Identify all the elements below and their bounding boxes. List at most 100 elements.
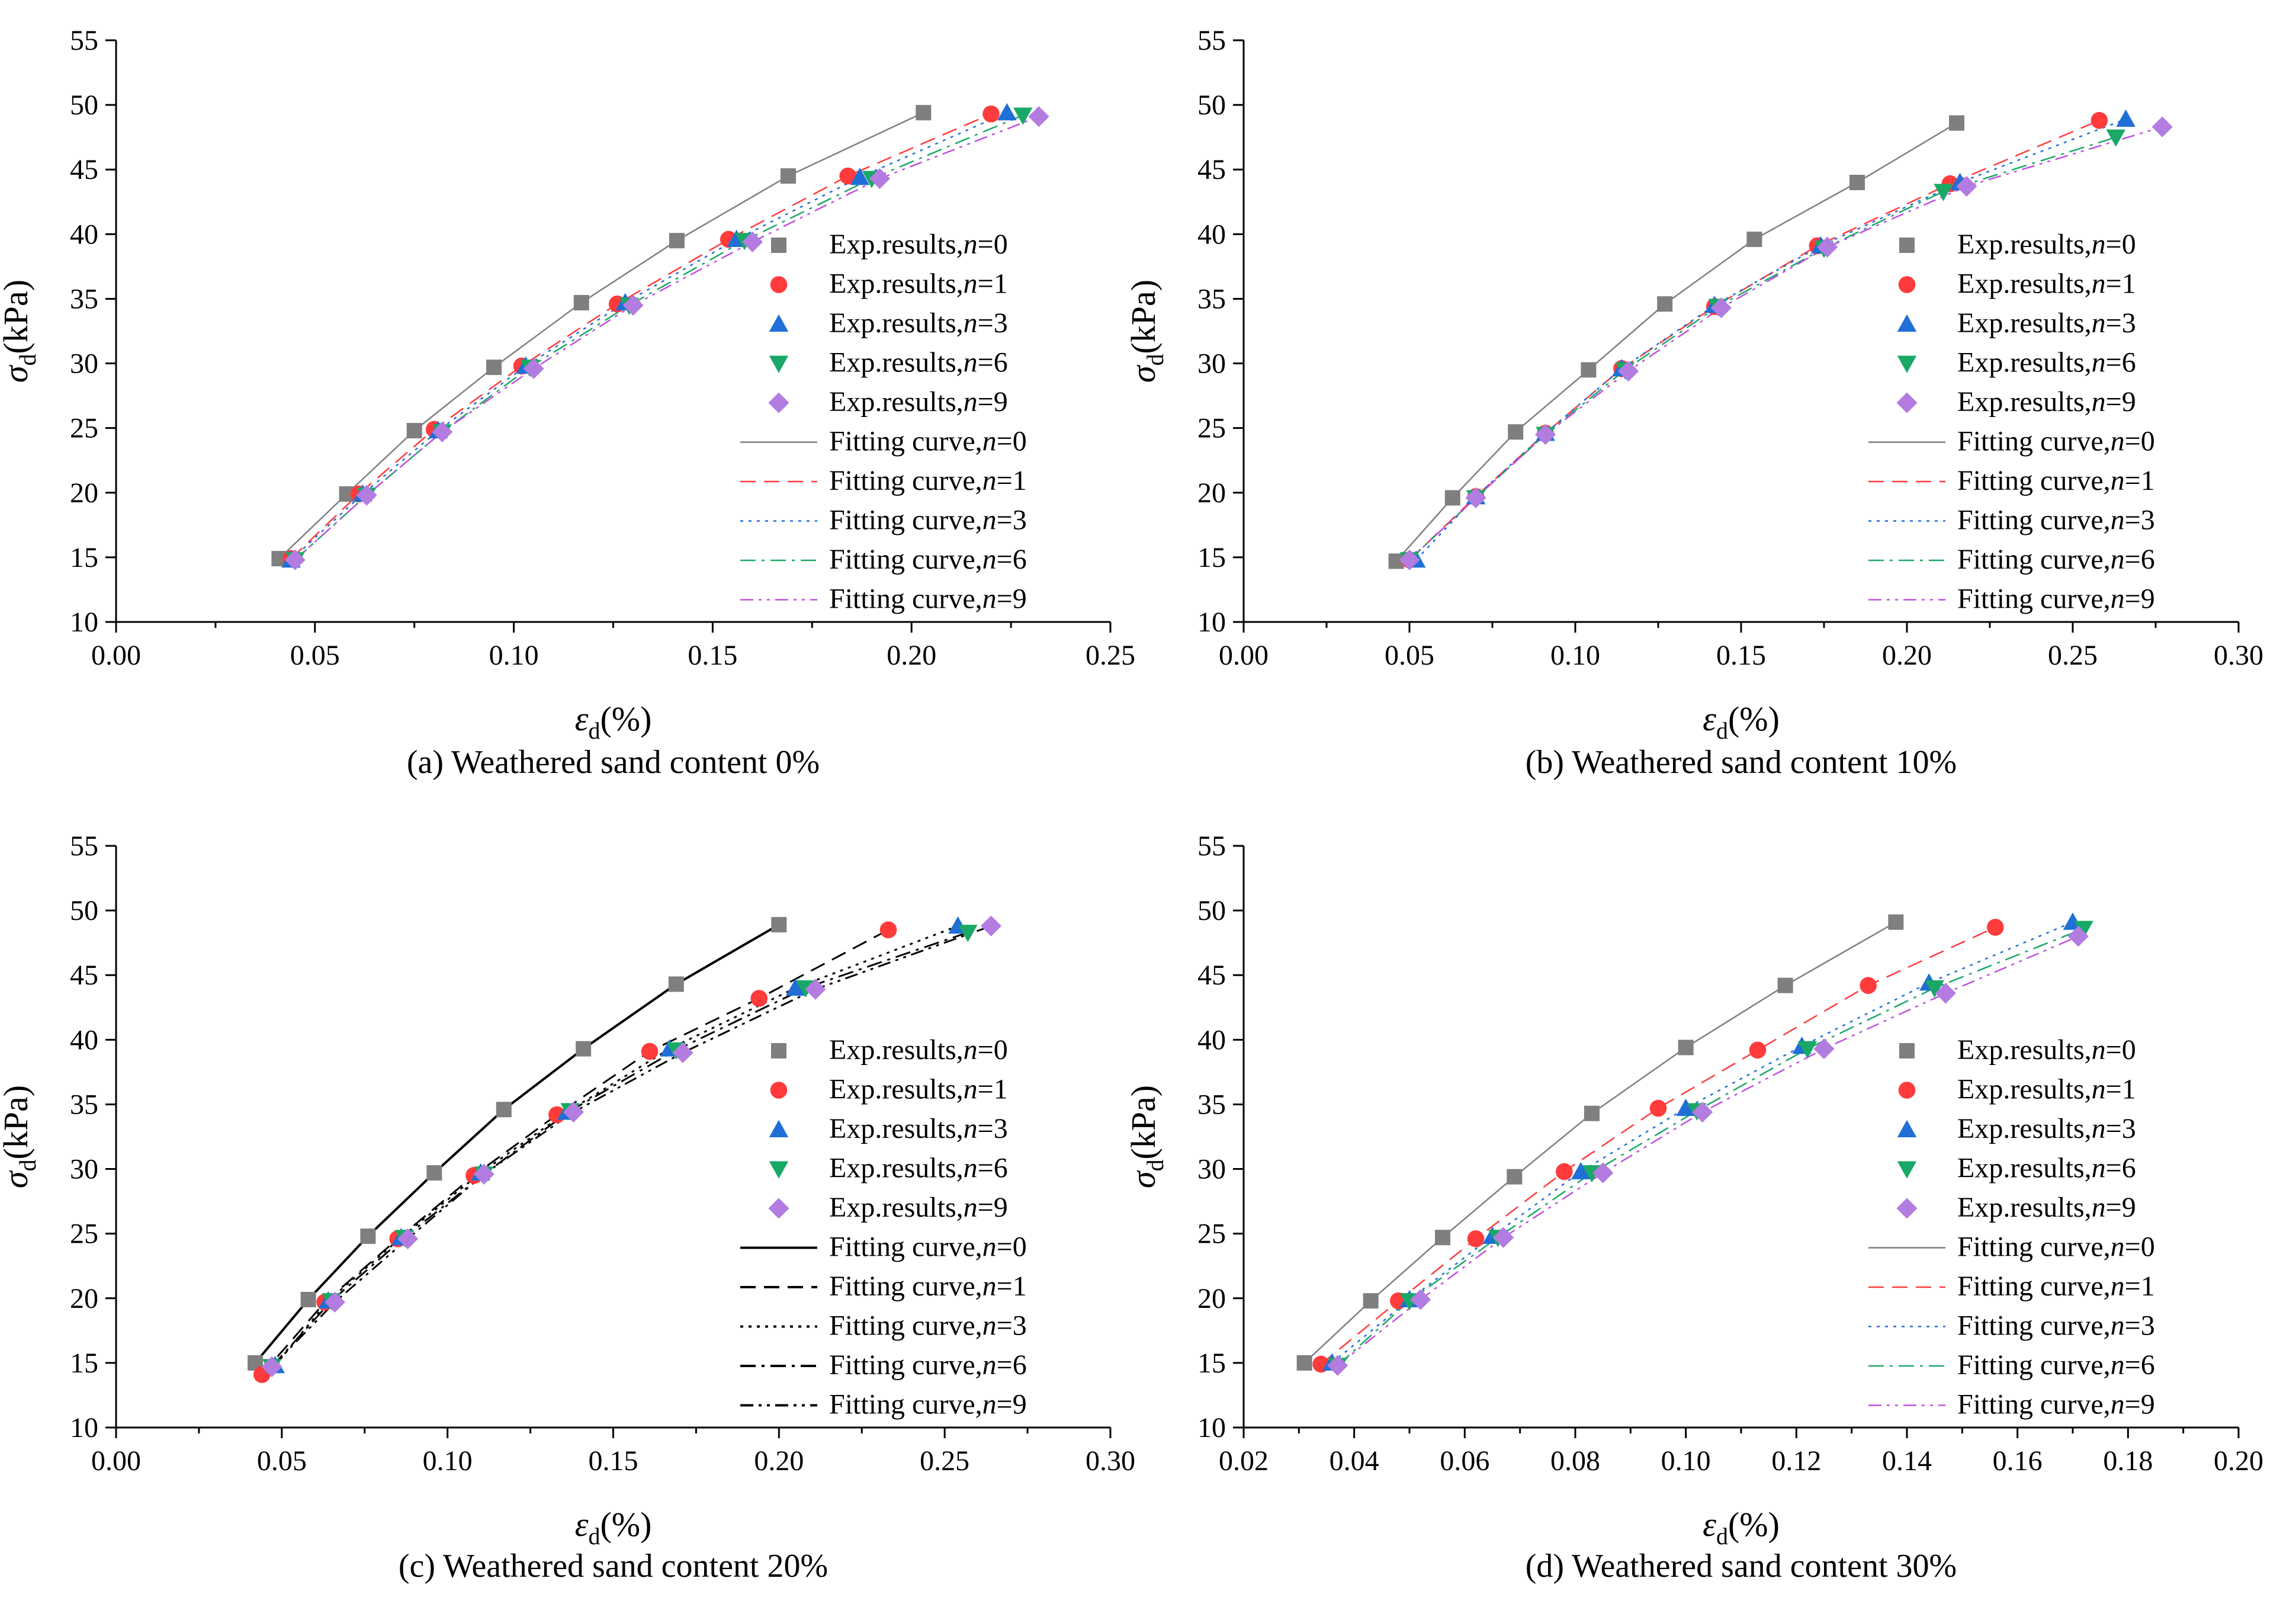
x-tick-label: 0.04	[1330, 1445, 1379, 1477]
legend-label-fit-n1: Fitting curve,n=1	[829, 465, 1027, 496]
data-point-n9	[473, 1163, 494, 1185]
y-tick-label: 30	[70, 1154, 98, 1185]
data-point-n0	[573, 294, 589, 310]
y-tick-label: 15	[70, 1348, 98, 1379]
legend-label-fit-n9: Fitting curve,n=9	[829, 583, 1027, 615]
data-point-n9	[2152, 116, 2173, 137]
legend-label-exp-n3: Exp.results,n=3	[1957, 307, 2136, 339]
y-axis-label: σd(kPa)	[0, 280, 41, 383]
legend-label-fit-n3: Fitting curve,n=3	[829, 1310, 1027, 1342]
legend-label-fit-n0: Fitting curve,n=0	[1957, 1231, 2155, 1263]
y-tick-label: 15	[1197, 1348, 1226, 1379]
data-point-n1	[2091, 111, 2108, 129]
data-point-n9	[622, 294, 644, 316]
y-tick-label: 25	[1197, 1218, 1226, 1250]
fitting-curve-n9	[1409, 126, 2163, 561]
legend-marker-n6	[1897, 355, 1917, 373]
data-point-n9	[1535, 424, 1556, 445]
data-point-n9	[397, 1228, 419, 1249]
data-point-n6	[958, 925, 978, 942]
x-tick-label: 0.18	[2103, 1445, 2153, 1477]
data-point-n9	[1592, 1162, 1614, 1183]
legend-marker-n9	[768, 1198, 789, 1219]
legend-label-fit-n6: Fitting curve,n=6	[1957, 1349, 2155, 1381]
data-point-n0	[1949, 115, 1964, 131]
x-tick-label: 0.30	[1086, 1445, 1135, 1477]
x-tick-label: 0.20	[2214, 1445, 2263, 1477]
y-tick-label: 50	[70, 895, 98, 926]
legend-label-fit-n1: Fitting curve,n=1	[1957, 465, 2155, 496]
legend-marker-n1	[770, 1082, 788, 1099]
data-point-n9	[2067, 926, 2089, 947]
x-tick-label: 0.16	[1993, 1445, 2043, 1477]
fitting-curve-n6	[1409, 136, 2117, 561]
data-point-n0	[1746, 232, 1762, 248]
legend-marker-n3	[769, 1120, 789, 1137]
data-point-n9	[1465, 487, 1486, 509]
legend-marker-n0	[771, 238, 786, 253]
data-point-n9	[432, 421, 453, 442]
data-point-n9	[356, 485, 377, 506]
data-point-n3	[1571, 1162, 1591, 1179]
data-point-n1	[1556, 1163, 1573, 1181]
legend-label-fit-n3: Fitting curve,n=3	[1957, 1310, 2155, 1342]
data-point-n9	[1956, 176, 1977, 197]
fitting-curve-n1	[1409, 120, 2100, 561]
data-point-n9	[1710, 297, 1732, 319]
data-point-n0	[1507, 1169, 1523, 1185]
y-tick-label: 50	[1197, 895, 1226, 926]
fitting-curve-n0	[278, 112, 924, 560]
legend-label-fit-n3: Fitting curve,n=3	[829, 505, 1027, 536]
legend-label-exp-n0: Exp.results,n=0	[1957, 1034, 2136, 1066]
data-point-n3	[997, 102, 1017, 121]
y-tick-label: 25	[70, 413, 98, 444]
legend-label-exp-n1: Exp.results,n=1	[1957, 268, 2136, 300]
y-tick-label: 10	[1197, 1412, 1226, 1444]
panel-caption: (d) Weathered sand content 30%	[1526, 1548, 1957, 1584]
data-point-n9	[523, 358, 544, 379]
x-tick-label: 0.00	[91, 640, 141, 671]
data-point-n0	[1581, 362, 1597, 378]
legend-label-exp-n3: Exp.results,n=3	[1957, 1113, 2136, 1144]
data-point-n0	[1888, 914, 1904, 930]
x-tick-label: 0.15	[589, 1445, 638, 1477]
fitting-curve-n0	[1395, 122, 1957, 562]
data-point-n3	[2116, 109, 2136, 127]
fitting-curve-n6	[271, 931, 968, 1368]
x-tick-label: 0.10	[489, 640, 539, 671]
legend-marker-n1	[1898, 276, 1916, 293]
chart-panel-1: 0.00 0.05 0.10 0.15 0.20 0.25 10 15 20 25 30 35 40 45…	[0, 25, 1135, 781]
fitting-curve-n0	[1303, 921, 1896, 1364]
data-point-n1	[982, 105, 1000, 123]
data-point-n9	[1813, 1038, 1835, 1060]
data-point-n9	[261, 1356, 282, 1377]
data-point-n9	[1493, 1227, 1514, 1248]
data-point-n9	[284, 549, 306, 570]
y-tick-label: 35	[1197, 1089, 1226, 1120]
data-point-n3	[850, 168, 870, 185]
x-axis-label: εd(%)	[1703, 1505, 1780, 1550]
chart-panel-4: 0.02 0.04 0.06 0.08 0.10 0.12 0.14 0.16 0.18 0.20…	[1124, 830, 2263, 1584]
legend-label-fit-n6: Fitting curve,n=6	[1957, 544, 2155, 575]
data-point-n0	[1777, 977, 1793, 993]
x-tick-label: 0.08	[1550, 1445, 1600, 1477]
x-axis-label: εd(%)	[1703, 700, 1780, 744]
legend-label-fit-n0: Fitting curve,n=0	[829, 1231, 1027, 1263]
fitting-curve-n9	[1337, 935, 2079, 1367]
x-tick-label: 0.10	[1550, 640, 1600, 671]
legend-label-exp-n0: Exp.results,n=0	[829, 229, 1008, 260]
y-tick-label: 40	[70, 219, 98, 250]
fitting-curve-n9	[294, 116, 1039, 561]
panel-caption: (b) Weathered sand content 10%	[1526, 744, 1957, 781]
x-tick-label: 0.12	[1771, 1445, 1821, 1477]
data-point-n6	[2106, 129, 2126, 147]
data-point-n0	[771, 917, 787, 933]
data-point-n0	[426, 1165, 442, 1181]
data-point-n1	[641, 1043, 659, 1060]
data-point-n0	[406, 423, 422, 439]
legend-label-exp-n6: Exp.results,n=6	[829, 347, 1008, 379]
fitting-curve-n3	[1331, 921, 2073, 1364]
data-point-n9	[1399, 549, 1420, 570]
data-point-n9	[1692, 1101, 1713, 1123]
data-point-n0	[1849, 175, 1865, 191]
